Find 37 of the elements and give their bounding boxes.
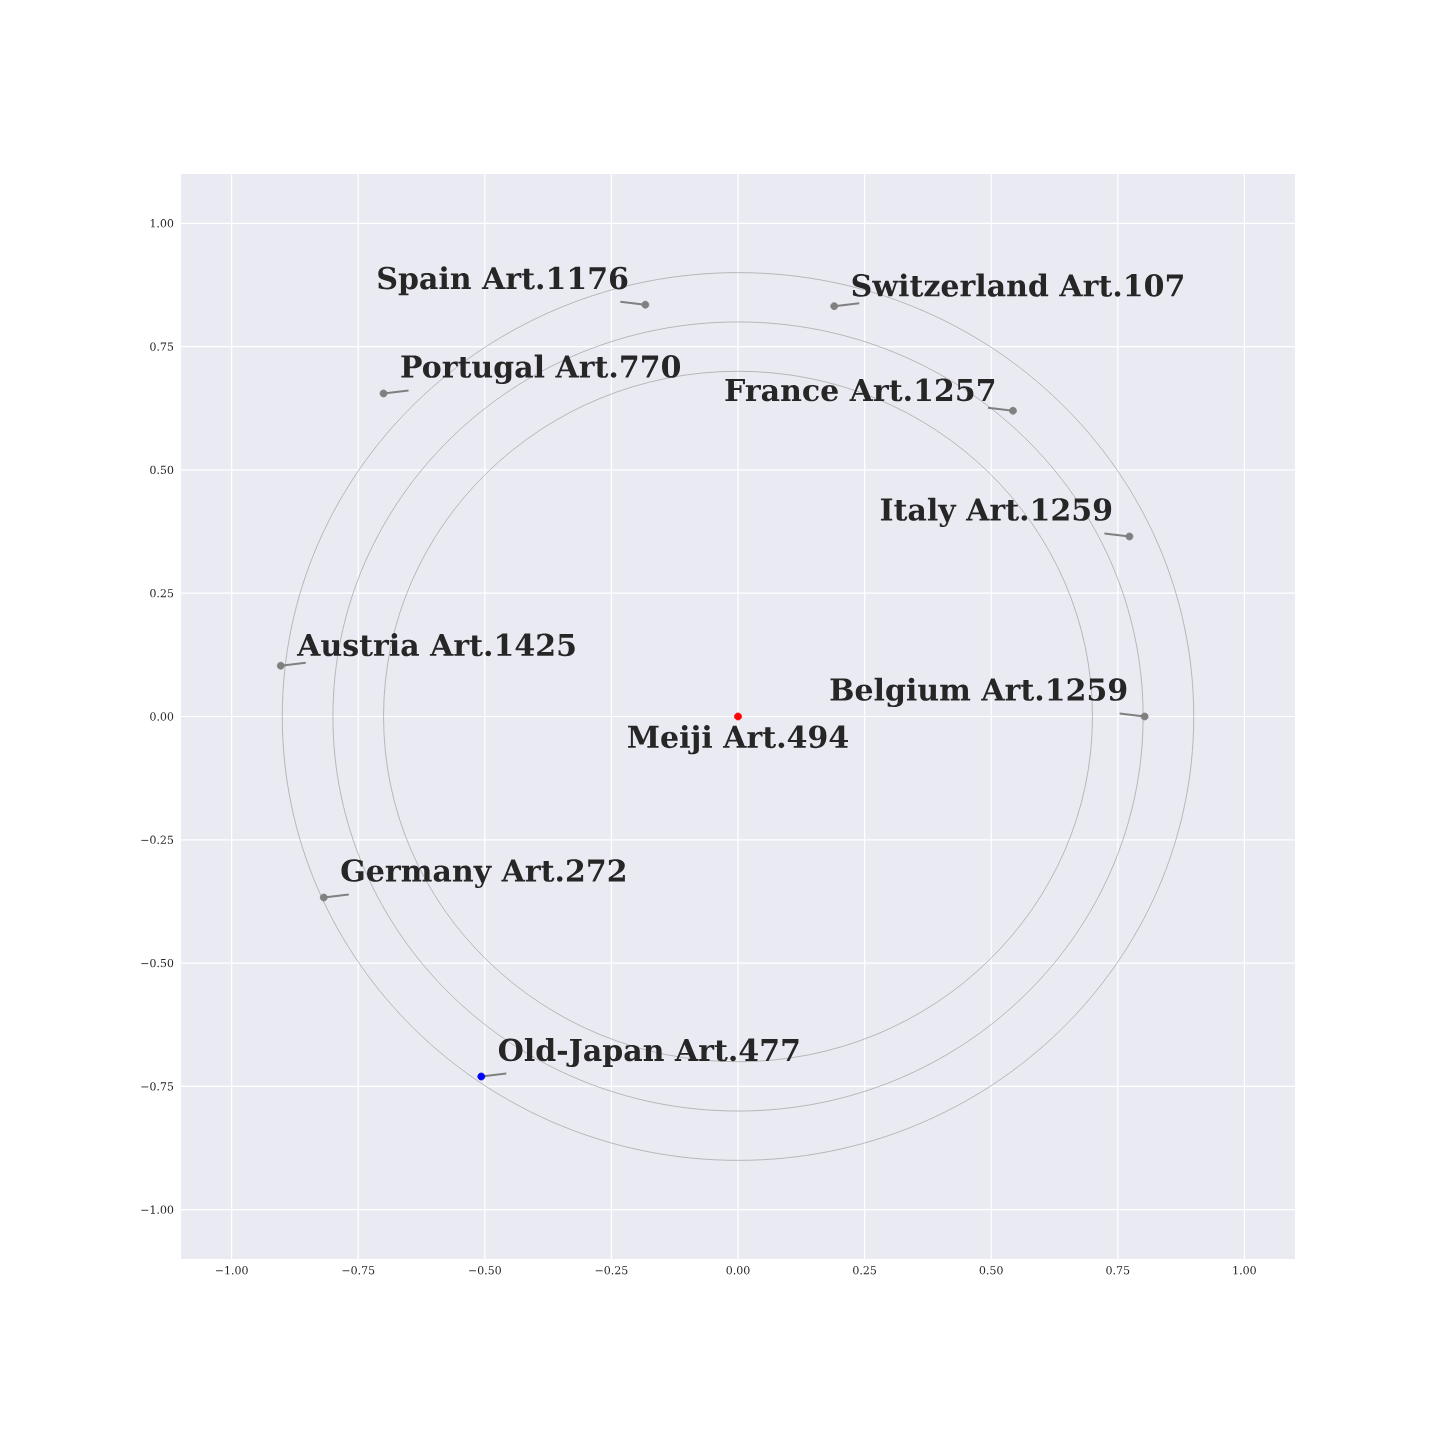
x-tick-label: 0.25 <box>853 1266 876 1275</box>
annotation: Belgium Art.1259 <box>830 677 1127 708</box>
x-tick-label: −1.00 <box>215 1266 248 1275</box>
point <box>1140 712 1149 721</box>
y-tick-label: 0.00 <box>150 712 174 721</box>
annotation: Meiji Art.494 <box>628 724 848 755</box>
point <box>1009 406 1017 415</box>
y-tick-label: 1.00 <box>150 219 174 228</box>
y-tick-label: 0.25 <box>150 589 174 598</box>
x-tick-label: −0.75 <box>342 1266 375 1275</box>
x-tick-label: −0.50 <box>469 1266 501 1275</box>
point <box>276 661 285 670</box>
y-tick-label: −0.25 <box>141 835 174 844</box>
point <box>477 1072 486 1081</box>
x-tick-label: −0.25 <box>595 1266 628 1275</box>
x-tick-label: 0.00 <box>726 1266 750 1275</box>
x-tick-label: 0.75 <box>1106 1266 1130 1275</box>
annotation: Portugal Art.770 <box>401 354 681 385</box>
annotation: Austria Art.1425 <box>296 633 575 657</box>
x-tick-label: 1.00 <box>1233 1266 1256 1275</box>
point <box>1125 532 1134 541</box>
y-tick-label: −0.75 <box>141 1082 174 1091</box>
point <box>379 389 388 398</box>
annotation: Spain Art.1176 <box>378 266 628 296</box>
annotation: France Art.1257 <box>725 378 995 402</box>
point <box>319 893 328 902</box>
x-tick-label: 0.50 <box>979 1266 1003 1275</box>
annotation: Germany Art.272 <box>341 859 625 889</box>
point <box>641 300 650 309</box>
y-tick-label: −1.00 <box>141 1205 174 1214</box>
y-tick-label: 0.50 <box>150 465 174 475</box>
annotation: Italy Art.1259 <box>880 497 1112 528</box>
y-tick-label: 0.75 <box>150 342 174 351</box>
y-tick-label: −0.50 <box>141 958 174 968</box>
point <box>830 302 839 311</box>
annotation: Old-Japan Art.477 <box>498 1038 799 1068</box>
annotation: Switzerland Art.107 <box>852 273 1183 297</box>
